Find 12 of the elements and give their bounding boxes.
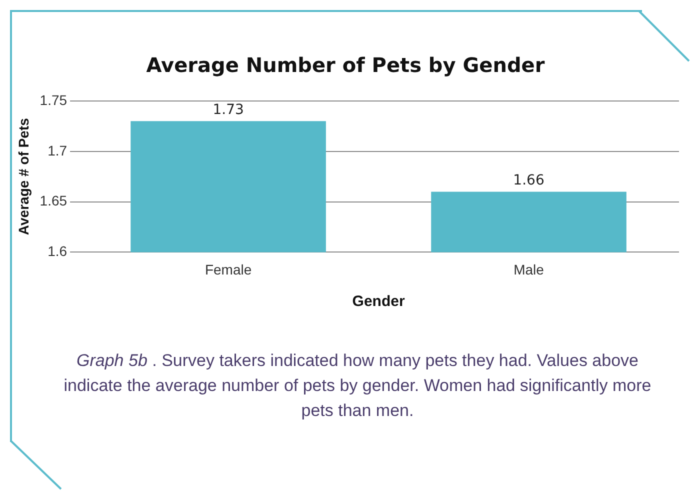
y-tick-label: 1.75 bbox=[40, 92, 68, 108]
x-tick-label: Male bbox=[514, 261, 544, 278]
y-tick-label: 1.6 bbox=[48, 243, 68, 260]
x-axis-title: Gender bbox=[352, 293, 405, 310]
chart-title: Average Number of Pets by Gender bbox=[146, 53, 545, 78]
data-label: 1.66 bbox=[513, 172, 544, 188]
y-tick-label: 1.7 bbox=[48, 142, 68, 158]
data-label: 1.73 bbox=[212, 102, 244, 118]
x-tick-label: Female bbox=[204, 261, 252, 278]
y-axis-title: Average # of Pets bbox=[15, 118, 32, 236]
caption: Graph 5b . Survey takers indicated how many pets they had. Values above indicate the average number of pets by gender. Women had significantly more pets than men. bbox=[62, 350, 652, 422]
y-tick-label: 1.65 bbox=[40, 192, 68, 209]
